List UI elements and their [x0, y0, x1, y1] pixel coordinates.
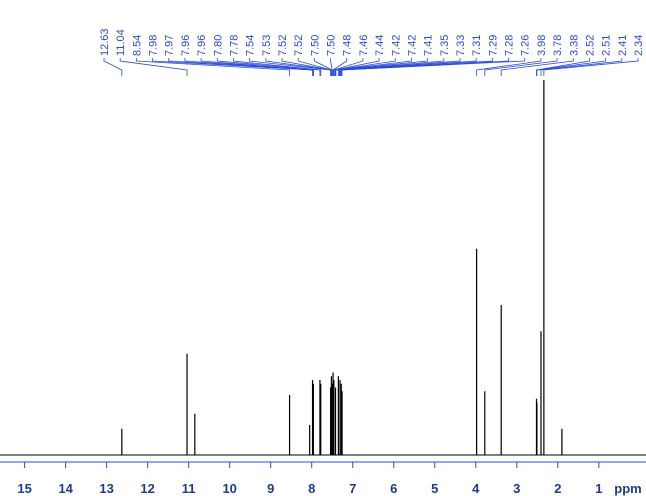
- peak-label: 7.33: [455, 35, 467, 56]
- peak-connector: [330, 58, 333, 76]
- peak-connector: [297, 58, 332, 76]
- peak-connector: [476, 58, 542, 76]
- x-tick-label: 1: [595, 481, 602, 496]
- peak-connector: [335, 58, 429, 76]
- peak-connector: [152, 58, 313, 76]
- peak-connector: [543, 58, 639, 76]
- peak-label: 7.48: [342, 35, 354, 56]
- x-tick-label: 12: [140, 481, 154, 496]
- peak-connector: [335, 58, 412, 76]
- peak-connector: [200, 58, 314, 76]
- peak-connector: [341, 58, 526, 76]
- peak-connector: [540, 58, 623, 76]
- peak-label: 8.54: [131, 35, 143, 56]
- x-tick-label: 13: [99, 481, 113, 496]
- peak-label: 7.80: [212, 35, 224, 56]
- peak-connector: [339, 58, 477, 76]
- x-tick-label: 14: [58, 481, 73, 496]
- peak-label: 7.26: [520, 35, 532, 56]
- peak-label: 3.98: [536, 35, 548, 56]
- peak-connector: [168, 58, 314, 76]
- peak-connector: [536, 58, 607, 76]
- peak-connector: [265, 58, 332, 76]
- peak-connector: [233, 58, 322, 76]
- x-tick-label: 15: [17, 481, 31, 496]
- peak-label: 2.34: [633, 35, 645, 56]
- peak-connector: [334, 58, 380, 76]
- x-tick-label: 5: [431, 481, 438, 496]
- x-tick-label: 3: [513, 481, 520, 496]
- peak-label: 7.42: [406, 35, 418, 56]
- peak-label: 7.42: [390, 35, 402, 56]
- x-axis-label: ppm: [614, 481, 641, 496]
- peak-connector: [484, 58, 558, 76]
- peak-label: 7.53: [261, 35, 273, 56]
- peak-label: 2.51: [601, 35, 613, 56]
- peak-label: 2.41: [617, 35, 629, 56]
- x-tick-label: 11: [182, 481, 196, 496]
- peak-label: 7.29: [487, 35, 499, 56]
- peak-label: 7.78: [228, 35, 240, 56]
- peak-label: 7.52: [293, 35, 305, 56]
- peak-connector: [340, 58, 493, 76]
- peak-connector: [216, 58, 321, 76]
- peak-connector: [332, 58, 348, 76]
- peak-label: 7.50: [326, 35, 338, 56]
- x-tick-label: 2: [554, 481, 561, 496]
- peak-label: 7.31: [471, 35, 483, 56]
- peak-label: 2.52: [584, 35, 596, 56]
- peak-label: 7.98: [148, 35, 160, 56]
- peak-label: 7.96: [180, 35, 192, 56]
- x-tick-label: 8: [308, 481, 315, 496]
- x-tick-label: 6: [390, 481, 397, 496]
- peak-connector: [500, 58, 574, 76]
- peak-label: 11.04: [115, 29, 127, 56]
- x-tick-label: 9: [267, 481, 274, 496]
- peak-label: 7.50: [309, 35, 321, 56]
- peak-label: 7.46: [358, 35, 370, 56]
- peak-connector: [338, 58, 461, 76]
- peak-label: 7.41: [423, 35, 435, 56]
- peak-connector: [340, 58, 509, 76]
- peak-label: 7.96: [196, 35, 208, 56]
- peak-connector: [337, 58, 445, 76]
- peak-connector: [249, 58, 331, 76]
- peak-connector: [119, 58, 188, 76]
- peak-connector: [135, 58, 290, 76]
- peak-label: 7.28: [504, 35, 516, 56]
- x-tick-label: 7: [349, 481, 356, 496]
- peak-label: 7.44: [374, 35, 386, 56]
- x-tick-label: 10: [222, 481, 236, 496]
- peak-label: 7.35: [439, 35, 451, 56]
- x-tick-label: 4: [472, 481, 480, 496]
- peak-connector: [536, 58, 590, 76]
- peak-connector: [103, 58, 123, 76]
- peak-label: 7.52: [277, 35, 289, 56]
- peak-label: 3.78: [552, 35, 564, 56]
- peak-label: 7.54: [245, 35, 257, 56]
- peak-label: 7.97: [164, 35, 176, 56]
- peak-label: 3.38: [568, 35, 580, 56]
- peak-label: 12.63: [99, 28, 111, 56]
- peak-connector: [333, 58, 364, 76]
